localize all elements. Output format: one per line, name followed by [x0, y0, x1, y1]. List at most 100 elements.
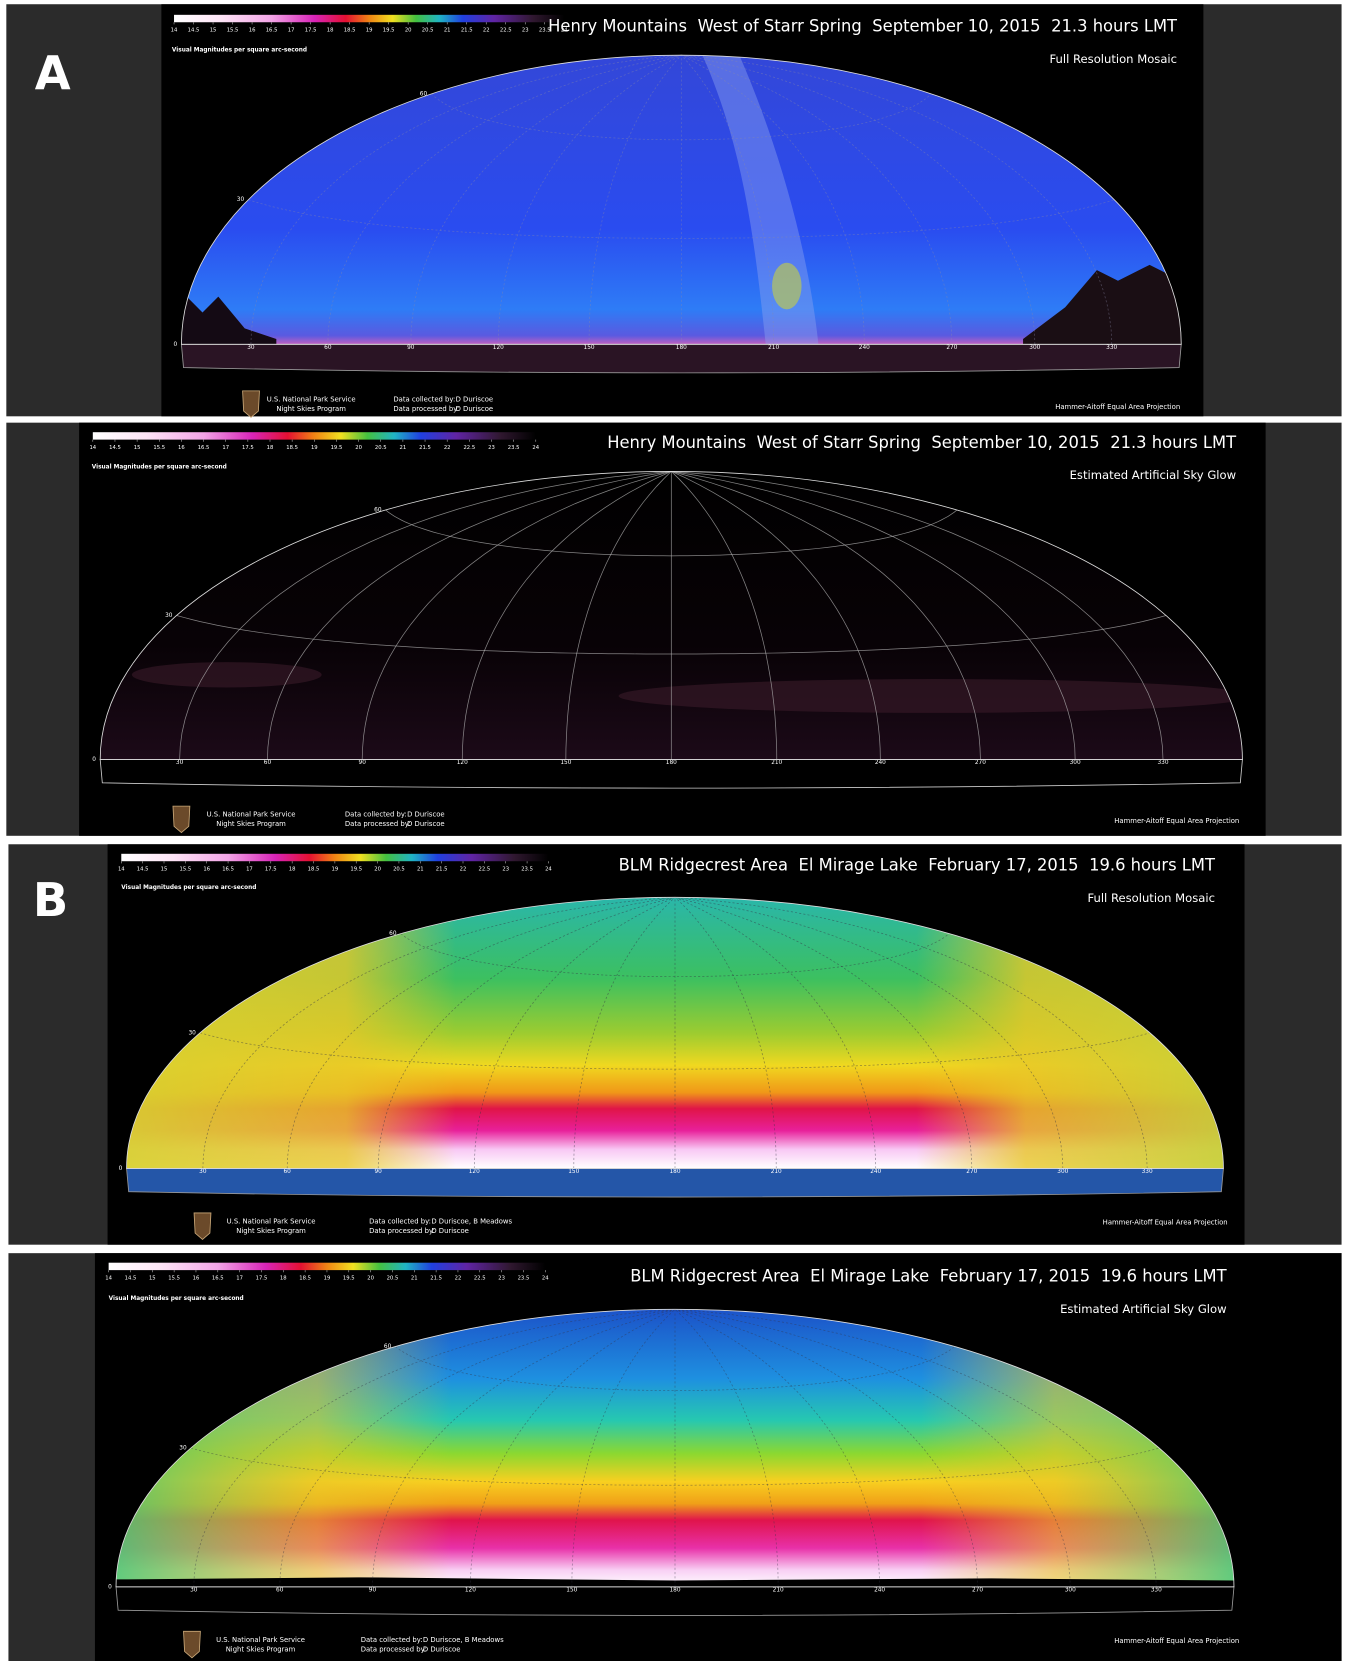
colorbar-tick-label: 23	[488, 445, 495, 451]
title-part: West of Starr Spring	[757, 432, 921, 451]
processed-label: Data processed by:	[345, 820, 411, 828]
colorbar-tick-label: 19	[324, 1276, 331, 1282]
colorbar-tick-label: 14.5	[137, 867, 149, 873]
title-part: 21.3 hours LMT	[1110, 432, 1237, 451]
colorbar-tick-label: 15	[210, 28, 217, 34]
azimuth-label: 60	[284, 1169, 292, 1175]
title-part: 21.3 hours LMT	[1051, 16, 1178, 35]
meridian-line	[674, 1308, 1071, 1587]
ground-band	[99, 759, 1243, 789]
altitude-label: 60	[420, 91, 428, 97]
altitude-label: 0	[119, 1166, 123, 1172]
credit-agency: U.S. National Park Service	[207, 811, 296, 819]
colorbar-tick-label: 21.5	[430, 1276, 442, 1282]
panel-title: BLM Ridgecrest Area El Mirage Lake Februar…	[619, 855, 1216, 874]
colorbar-tick-label: 16.5	[198, 445, 210, 451]
credit-agency: U.S. National Park Service	[267, 395, 356, 403]
meridian-line	[674, 896, 973, 1169]
meridian-line	[674, 1309, 779, 1587]
mountain-left	[181, 291, 277, 345]
azimuth-label: 330	[1151, 1588, 1162, 1594]
panel-subtitle: Estimated Artificial Sky Glow	[1060, 1302, 1226, 1316]
colorbar-tick-label: 21.5	[461, 28, 473, 34]
colorbar-tick-label: 14	[171, 28, 178, 34]
meridian-line	[674, 1308, 978, 1587]
altitude-line	[190, 1447, 1160, 1486]
meridian-line	[497, 54, 682, 345]
dome-outline	[126, 896, 1224, 1169]
projection-label: Hammer-Aitoff Equal Area Projection	[1103, 1218, 1228, 1226]
colorbar-tick-label: 14	[105, 1276, 112, 1282]
azimuth-label: 180	[669, 1588, 680, 1594]
colorbar-tick-label: 23.5	[539, 28, 551, 34]
colorbar-tick-label: 19.5	[331, 445, 343, 451]
colorbar-tick-label: 17	[222, 445, 229, 451]
azimuth-label: 210	[771, 760, 782, 766]
colorbar-tick-label: 17	[236, 1276, 243, 1282]
collected-by: D Duriscoe, B Meadows	[431, 1217, 512, 1225]
meridian-line	[361, 471, 672, 760]
colorbar-tick-label: 19	[366, 28, 373, 34]
colorbar-tick-label: 21.5	[436, 867, 448, 873]
panel-letter: B	[33, 873, 68, 927]
colorbar-tick-label: 23	[502, 867, 509, 873]
processed-label: Data processed by:	[369, 1227, 435, 1235]
meridian-line	[671, 471, 1164, 760]
azimuth-label: 270	[972, 1588, 983, 1594]
colorbar-tick-label: 16	[249, 28, 256, 34]
title-part: February 17, 2015	[940, 1266, 1090, 1285]
colorbar-tick-label: 22	[460, 867, 467, 873]
altitude-line	[176, 615, 1167, 655]
colorbar-tick-label: 20	[405, 28, 412, 34]
credit-program: Night Skies Program	[276, 405, 346, 413]
azimuth-label: 120	[457, 760, 468, 766]
colorbar-tick-label: 18.5	[286, 445, 298, 451]
azimuth-label: 150	[566, 1588, 577, 1594]
credit-program: Night Skies Program	[216, 820, 286, 828]
glow-haze	[618, 679, 1243, 713]
colorbar-tick-label: 16.5	[266, 28, 278, 34]
azimuth-label: 150	[584, 345, 595, 351]
altitude-label: 30	[188, 1030, 196, 1036]
colorbar-label: Visual Magnitudes per square arc-second	[172, 47, 307, 53]
colorbar-tick-label: 18	[267, 445, 274, 451]
colorbar-tick-label: 16.5	[212, 1276, 224, 1282]
meridian-line	[202, 896, 676, 1169]
meridian-line	[674, 896, 777, 1169]
altitude-line	[248, 199, 1115, 239]
colorbar-tick-label: 16.5	[222, 867, 234, 873]
meridian-line	[473, 896, 676, 1169]
colorbar	[92, 432, 536, 440]
colorbar-tick-label: 16	[203, 867, 210, 873]
colorbar-tick-label: 20	[374, 867, 381, 873]
credit-program: Night Skies Program	[236, 1227, 306, 1235]
azimuth-label: 120	[493, 345, 504, 351]
colorbar-tick-label: 17.5	[305, 28, 317, 34]
colorbar	[174, 14, 565, 23]
collected-by: D Duriscoe	[407, 811, 445, 819]
meridian-line	[671, 471, 778, 760]
collected-label: Data collected by:	[361, 1636, 423, 1644]
colorbar-tick-label: 15	[134, 445, 141, 451]
colorbar-label: Visual Magnitudes per square arc-second	[121, 885, 256, 891]
meridian-line	[565, 471, 672, 760]
altitude-label: 30	[179, 1446, 187, 1452]
meridian-line	[671, 471, 881, 760]
altitude-label: 0	[173, 342, 177, 348]
panel-subtitle: Estimated Artificial Sky Glow	[1070, 468, 1236, 482]
nps-logo	[193, 1212, 212, 1240]
meridian-line	[279, 1308, 676, 1587]
colorbar-tick-label: 20.5	[393, 867, 405, 873]
collected-label: Data collected by:	[345, 811, 407, 819]
colorbar-tick-label: 15	[161, 867, 168, 873]
altitude-line	[385, 509, 958, 557]
altitude-label: 60	[374, 507, 382, 513]
colorbar-tick-label: 22.5	[474, 1276, 486, 1282]
altitude-label: 0	[108, 1584, 112, 1590]
panel-subtitle: Full Resolution Mosaic	[1087, 891, 1215, 905]
colorbar-tick-label: 17	[288, 28, 295, 34]
processed-by: D Duriscoe	[456, 405, 494, 413]
azimuth-label: 240	[875, 760, 886, 766]
credit-agency: U.S. National Park Service	[216, 1636, 305, 1644]
azimuth-label: 30	[190, 1588, 198, 1594]
